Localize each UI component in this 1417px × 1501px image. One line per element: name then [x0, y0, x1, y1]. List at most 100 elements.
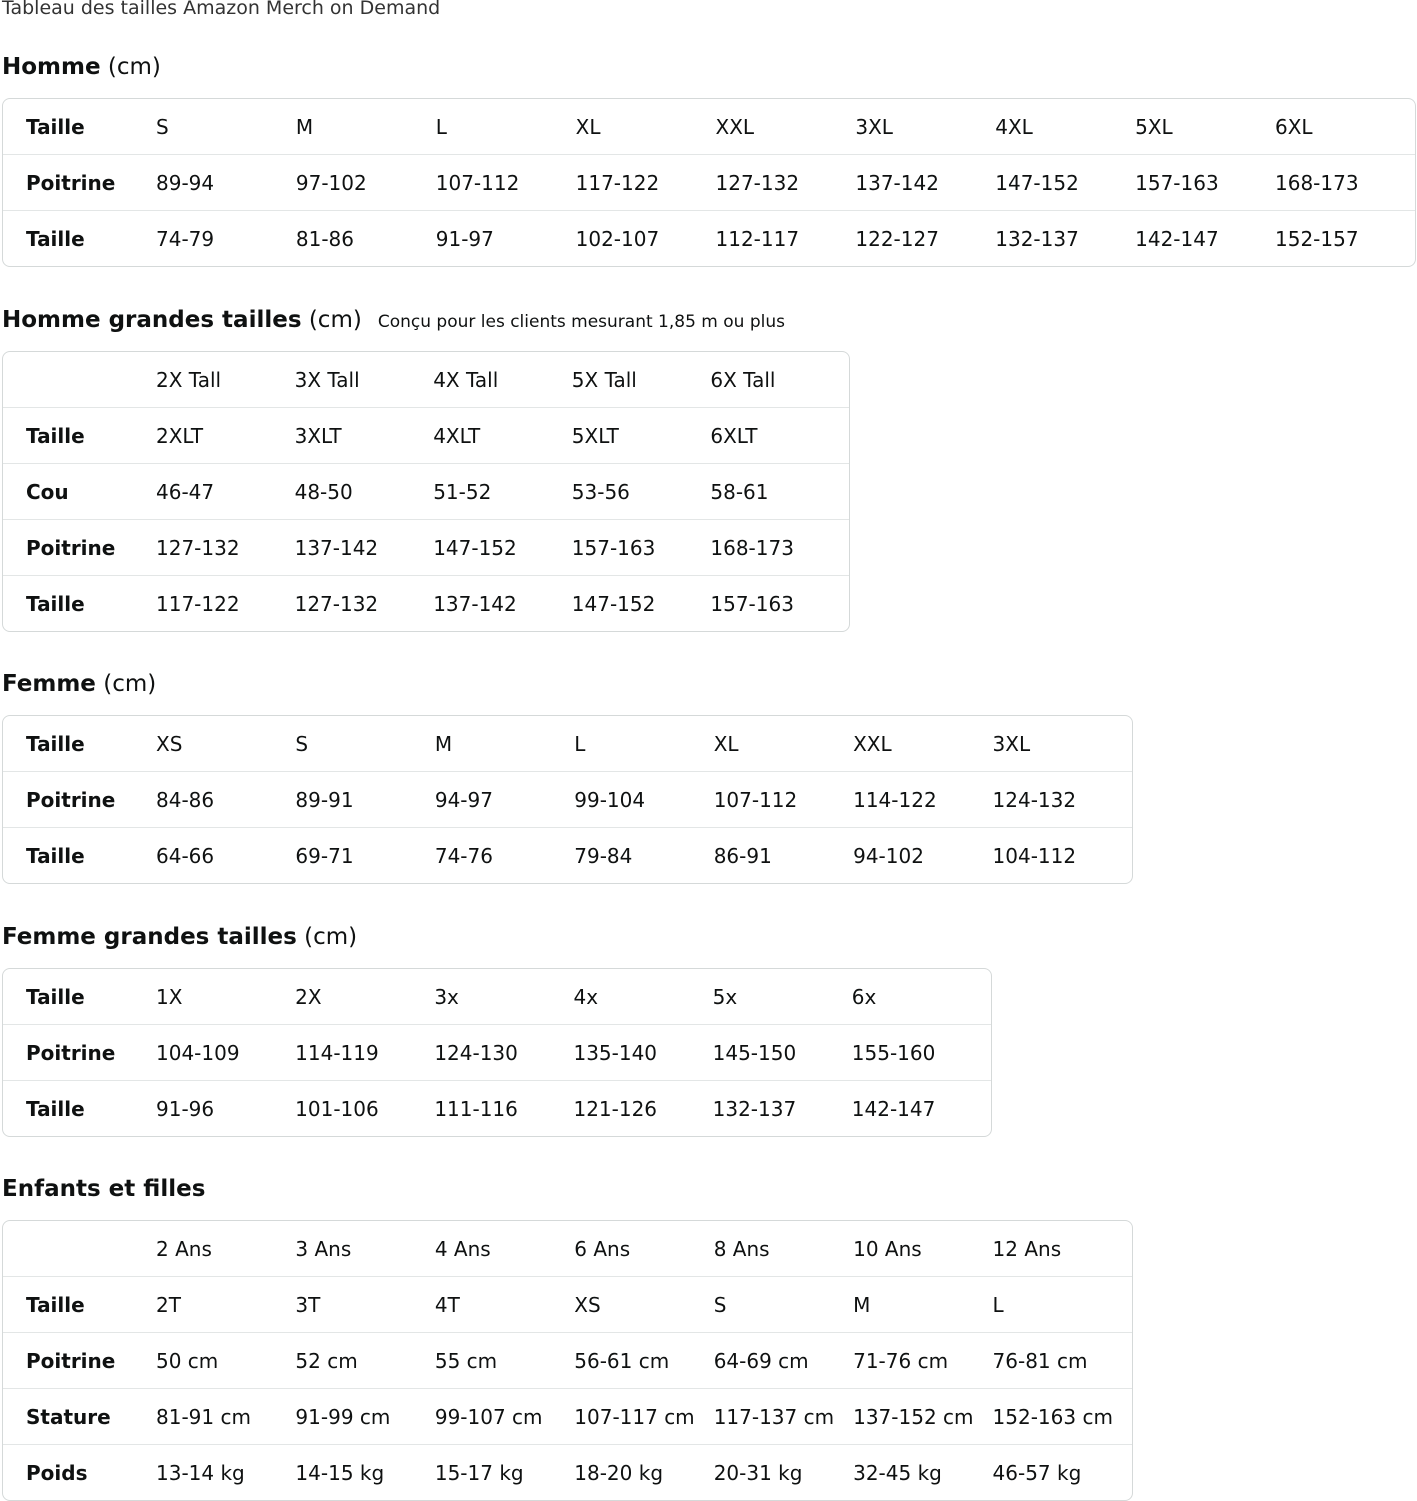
table-cell: M [434, 731, 453, 756]
table-cell: 46-57 kg [992, 1444, 1132, 1500]
table-cell: 5XLT [571, 407, 711, 464]
row-label [3, 352, 156, 408]
section-unit: (cm) [107, 54, 161, 80]
row-label: Taille [26, 731, 85, 756]
page-title: Tableau des tailles Amazon Merch on Dema… [2, 0, 441, 19]
size-table: Taille XS S M L XL XXL 3XL Poitrine 84-86 89-91 94-… [2, 715, 1133, 884]
table-cell: 2XLT [156, 407, 295, 464]
table-row: Poitrine 84-86 89-91 94-97 99-104 107-112 114-… [3, 771, 1132, 828]
table-cell: 127-132 [156, 519, 295, 576]
table-cell: 3XL [992, 731, 1031, 756]
table-row: Taille 2T 3T 4T XS S M L [3, 1276, 1132, 1333]
table-cell: L [435, 114, 447, 139]
table-cell: M [295, 114, 314, 139]
table-cell: 145-150 [712, 1024, 852, 1081]
table-cell: 99-104 [574, 771, 714, 828]
table-cell: 3 Ans [295, 1236, 352, 1261]
row-label: Taille [3, 575, 156, 631]
row-label: Poitrine [3, 1332, 156, 1389]
table-cell: 107-112 [713, 771, 854, 828]
table-cell: 5X Tall [571, 367, 637, 392]
table-row: Taille 74-79 81-86 91-97 102-107 112-117 122-1… [3, 210, 1415, 266]
section-unit: (cm) [308, 307, 362, 333]
table-cell: 74-79 [156, 210, 296, 266]
table-cell: 74-76 [434, 827, 575, 883]
table-cell: 168-173 [710, 519, 849, 576]
section-heading: Homme grandes tailles (cm) Conçu pour les… [2, 305, 850, 335]
table-cell: 104-109 [156, 1024, 296, 1081]
table-cell: 2 Ans [156, 1236, 212, 1261]
table-cell: XXL [715, 114, 755, 139]
size-section: Homme grandes tailles (cm) Conçu pour les… [2, 305, 850, 632]
table-cell: 13-14 kg [156, 1444, 296, 1500]
table-cell: 124-130 [434, 1024, 574, 1081]
table-cell: 91-99 cm [295, 1388, 435, 1445]
table-cell: M [853, 1276, 993, 1333]
table-cell: 117-137 cm [713, 1388, 854, 1445]
table-cell: 147-152 [433, 519, 572, 576]
table-cell: 2X [295, 984, 322, 1009]
table-cell: 48-50 [294, 463, 434, 520]
table-row: Taille 2XLT 3XLT 4XLT 5XLT 6XLT [3, 407, 849, 464]
table-cell: 46-47 [156, 463, 295, 520]
table-row: Stature 81-91 cm 91-99 cm 99-107 cm 107-117 … [3, 1388, 1132, 1445]
table-cell: 4XLT [433, 407, 572, 464]
table-cell: 4T [434, 1276, 575, 1333]
table-row: Poitrine 89-94 97-102 107-112 117-122 127-132… [3, 154, 1415, 211]
table-row: 2 Ans 3 Ans 4 Ans 6 Ans 8 Ans 10 Ans 12 Ans [3, 1221, 1132, 1277]
table-cell: 97-102 [295, 154, 436, 211]
section-name: Enfants et filles [2, 1176, 206, 1202]
table-cell: 64-66 [156, 827, 296, 883]
table-cell: 3x [434, 984, 459, 1009]
table-cell: 5XL [1135, 114, 1173, 139]
table-cell: 132-137 [712, 1080, 852, 1136]
table-cell: 5x [712, 984, 738, 1009]
size-section: Enfants et filles 2 Ans 3 Ans 4 Ans 6 Ans 8 … [2, 1174, 1133, 1501]
table-cell: 102-107 [575, 210, 716, 266]
row-label: Taille [3, 827, 156, 883]
table-cell: 91-97 [435, 210, 576, 266]
table-cell: 4XL [995, 114, 1033, 139]
table-cell: 1X [156, 984, 183, 1009]
table-cell: 52 cm [295, 1332, 435, 1389]
table-cell: 94-97 [434, 771, 575, 828]
table-row: Taille 64-66 69-71 74-76 79-84 86-91 94-102 104… [3, 827, 1132, 883]
section-name: Femme grandes tailles [2, 924, 297, 950]
table-cell: 6XLT [710, 407, 849, 464]
table-cell: L [574, 731, 586, 756]
table-row: 2X Tall 3X Tall 4X Tall 5X Tall 6X Tall [3, 352, 849, 408]
row-label: Taille [3, 210, 156, 266]
table-cell: 147-152 [995, 154, 1136, 211]
table-cell: 114-122 [853, 771, 993, 828]
section-heading: Femme grandes tailles (cm) [2, 922, 992, 952]
table-cell: 76-81 cm [992, 1332, 1132, 1389]
table-cell: 152-163 cm [992, 1388, 1132, 1445]
row-label: Taille [26, 114, 85, 139]
table-row: Poids 13-14 kg 14-15 kg 15-17 kg 18-20 kg 20-… [3, 1444, 1132, 1500]
size-section: Femme grandes tailles (cm) Taille 1X 2X 3x 4x… [2, 922, 992, 1137]
table-cell: 122-127 [855, 210, 996, 266]
table-cell: S [713, 1276, 854, 1333]
table-row: Cou 46-47 48-50 51-52 53-56 58-61 [3, 463, 849, 520]
table-cell: XL [575, 114, 601, 139]
table-cell: 50 cm [156, 1332, 296, 1389]
table-cell: 94-102 [853, 827, 993, 883]
table-cell: 135-140 [573, 1024, 713, 1081]
table-cell: 32-45 kg [853, 1444, 993, 1500]
table-cell: 71-76 cm [853, 1332, 993, 1389]
table-row: Poitrine 127-132 137-142 147-152 157-163 168-… [3, 519, 849, 576]
table-cell: 107-112 [435, 154, 576, 211]
table-cell: 4 Ans [434, 1236, 491, 1261]
section-unit: (cm) [304, 924, 358, 950]
table-cell: 14-15 kg [295, 1444, 435, 1500]
table-cell: S [156, 114, 169, 139]
table-row: Taille 117-122 127-132 137-142 147-152 157-16… [3, 575, 849, 631]
table-cell: 91-96 [156, 1080, 296, 1136]
size-table: Taille S M L XL XXL 3XL 4XL 5XL 6XL Poitrine 89-94 9… [2, 98, 1416, 267]
table-cell: 86-91 [713, 827, 854, 883]
table-cell: 6X Tall [710, 367, 776, 392]
table-cell: 121-126 [573, 1080, 713, 1136]
table-cell: 6XL [1275, 114, 1313, 139]
row-label: Taille [3, 1276, 156, 1333]
section-name: Femme [2, 671, 96, 697]
